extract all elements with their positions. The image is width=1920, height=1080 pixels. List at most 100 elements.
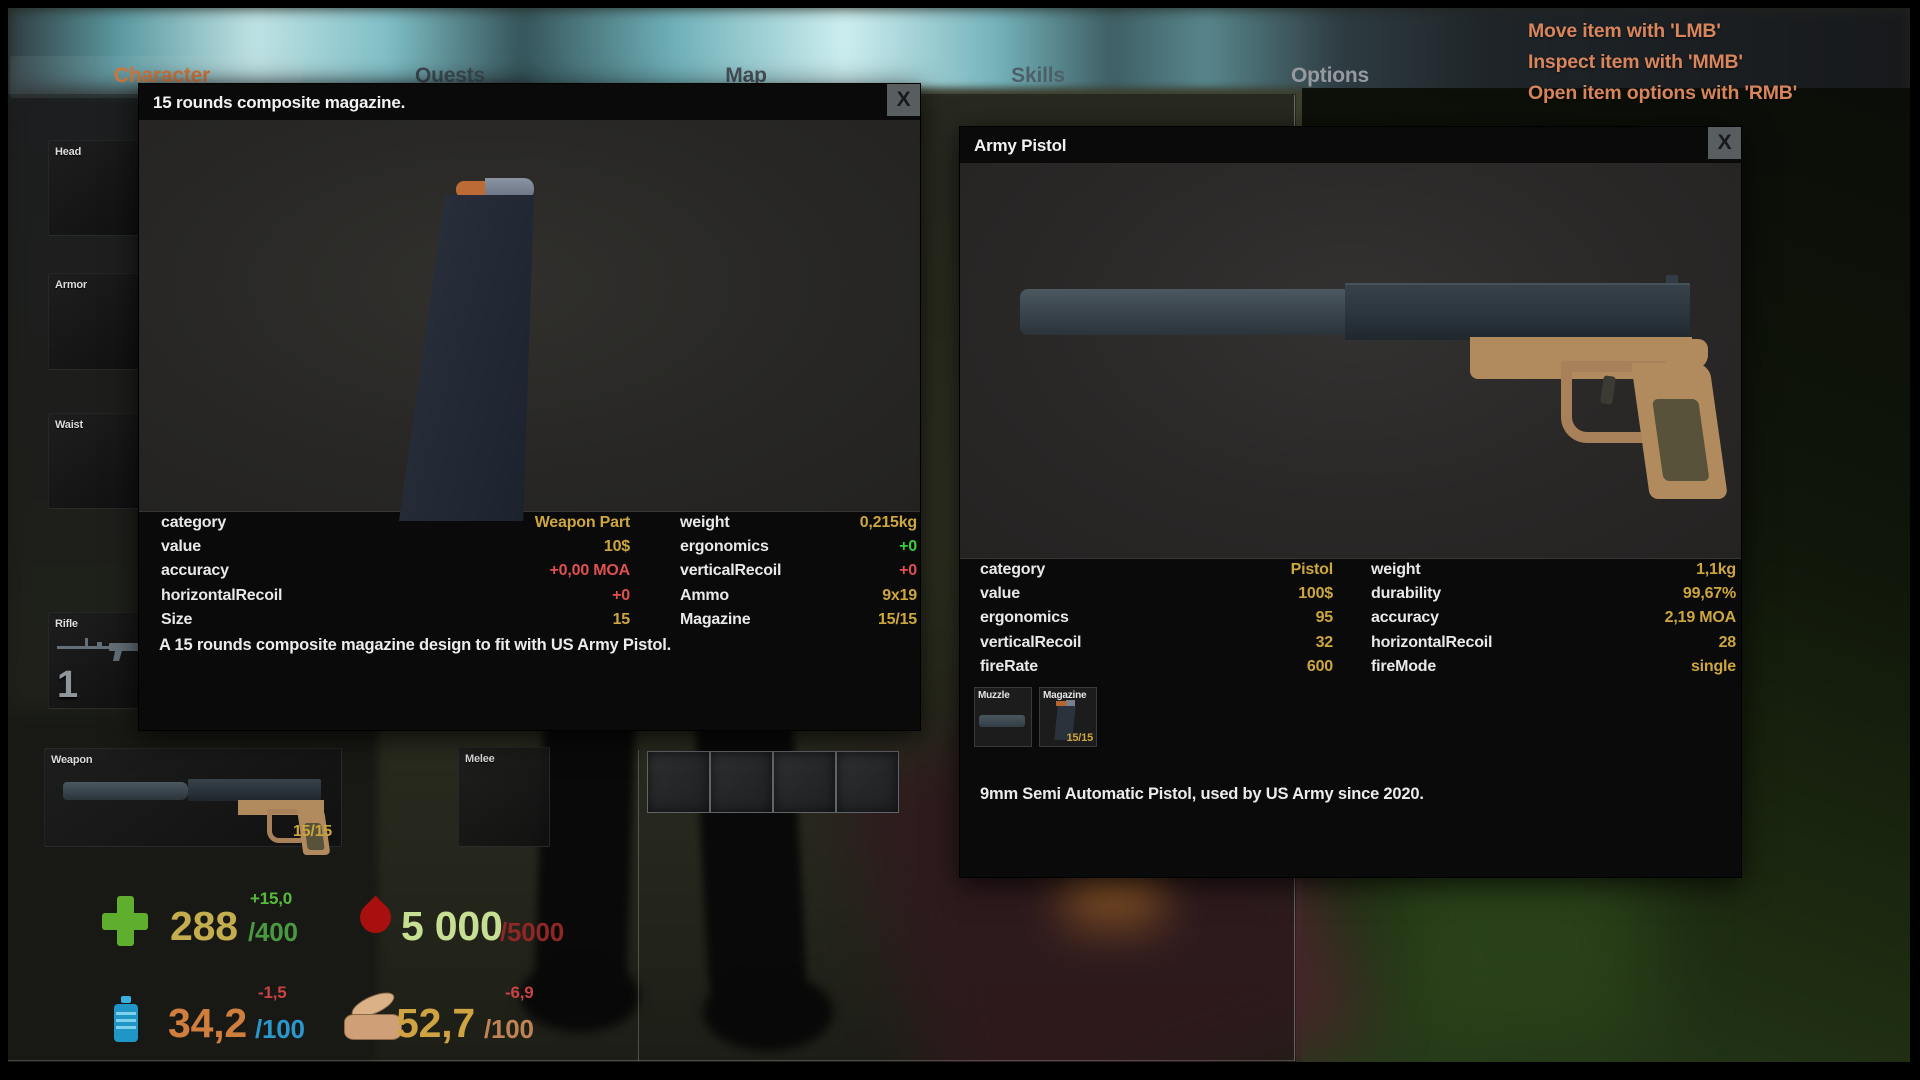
inventory-divider-vertical: [638, 750, 639, 1061]
can-body: [344, 1014, 402, 1040]
stat-value: +0: [612, 586, 630, 604]
stat-label: weight: [680, 514, 730, 532]
stat-value: Weapon Part: [534, 514, 631, 532]
suppressor-icon: [979, 715, 1025, 727]
inventory-slot[interactable]: [773, 751, 836, 813]
bottle-stripe: [116, 1026, 136, 1029]
character-foot-left: [520, 960, 640, 1032]
slot-label-rifle: Rifle: [55, 618, 78, 630]
tab-character[interactable]: Character: [113, 64, 211, 87]
attachment-magazine-count: 15/15: [1066, 732, 1093, 744]
stat-value: Pistol: [1290, 561, 1334, 579]
magazine-body-art: [399, 195, 534, 521]
inventory-hotbar: [647, 751, 899, 813]
bullet-casing: [485, 178, 534, 200]
water-bottle-icon: [114, 996, 138, 1042]
pistol-suppressor-mini: [63, 782, 188, 800]
blood-max: /5000: [500, 917, 565, 947]
tab-options[interactable]: Options: [1291, 64, 1369, 87]
stat-label: horizontalRecoil: [161, 586, 283, 604]
pistol-grip-panel-art: [1652, 399, 1710, 481]
tab-quests[interactable]: Quests: [415, 64, 485, 87]
stat-value: single: [1690, 657, 1736, 675]
stat-value: +0: [899, 562, 917, 580]
tab-map[interactable]: Map: [725, 64, 767, 87]
stat-value: 32: [1315, 633, 1334, 651]
energy-current: 52,7: [396, 1000, 475, 1046]
health-cross-icon: [102, 896, 148, 946]
magazine-popup-close-button[interactable]: X: [887, 84, 920, 116]
stat-label: category: [980, 561, 1046, 579]
hint-move-item: Move item with 'LMB': [1528, 20, 1721, 42]
stat-value: 2,19 MOA: [1664, 609, 1737, 627]
attachment-slot-magazine[interactable]: Magazine 15/15: [1039, 687, 1097, 747]
food-can-icon: [344, 987, 402, 1042]
hydration-max: /100: [255, 1014, 305, 1044]
stat-label: verticalRecoil: [680, 562, 782, 580]
pistol-stats-right: weight 1,1kg durability 99,67% accuracy 2,19 …: [1371, 558, 1736, 679]
stat-value: +0: [899, 538, 917, 556]
stat-value: 95: [1315, 609, 1334, 627]
stat-value: 1,1kg: [1696, 561, 1736, 579]
equipment-slot-melee[interactable]: Melee: [458, 747, 550, 847]
equipment-slot-rifle[interactable]: Rifle 1: [48, 612, 142, 709]
stat-label: accuracy: [161, 562, 229, 580]
pistol-stats-left: category Pistol value 100$ ergonomics 95 verti…: [980, 558, 1333, 679]
equipment-slot-armor[interactable]: Armor: [48, 273, 140, 370]
hint-inspect-item: Inspect item with 'MMB': [1528, 51, 1743, 73]
stat-label: accuracy: [1371, 609, 1439, 627]
inventory-slot[interactable]: [647, 751, 710, 813]
stat-value: 600: [1306, 657, 1333, 675]
magazine-inspect-popup: 15 rounds composite magazine. X category…: [138, 83, 921, 731]
bottle-cap: [121, 996, 131, 1003]
blood-current: 5 000: [401, 903, 503, 949]
health-change: +15,0: [250, 889, 293, 908]
stat-value: 100$: [1298, 585, 1333, 603]
pistol-popup-title: Army Pistol: [974, 136, 1067, 155]
bottle-body: [114, 1004, 138, 1042]
stat-label: Size: [161, 610, 193, 628]
inventory-slot[interactable]: [836, 751, 899, 813]
stat-label: value: [161, 538, 201, 556]
stat-value: 0,215kg: [859, 514, 918, 532]
attachment-slot-muzzle[interactable]: Muzzle: [974, 687, 1032, 747]
tab-skills[interactable]: Skills: [1011, 64, 1065, 87]
stat-label: ergonomics: [680, 538, 769, 556]
slot-label-head: Head: [55, 146, 82, 158]
pistol-inspect-popup: Army Pistol X category Pistol value 100$ erg…: [959, 126, 1742, 878]
magazine-stats-right: weight 0,215kg ergonomics +0 verticalRecoil +…: [680, 511, 917, 632]
equipment-slot-waist[interactable]: Waist: [48, 413, 140, 509]
stat-label: category: [161, 514, 227, 532]
stat-value: 10$: [603, 538, 630, 556]
pistol-rear-sight-art: [1666, 275, 1678, 284]
bullet-tip: [456, 181, 486, 198]
stat-value: 15/15: [877, 610, 917, 628]
slot-label-armor: Armor: [55, 279, 88, 291]
magazine-icon-bullet-case: [1066, 700, 1075, 706]
control-hints: Move item with 'LMB' Inspect item with '…: [1528, 16, 1797, 109]
slot-label-weapon: Weapon: [51, 754, 93, 766]
inventory-slot[interactable]: [710, 751, 773, 813]
pistol-suppressor-art: [1020, 289, 1347, 335]
character-foot-right: [703, 973, 833, 1051]
pistol-trigger-art: [1600, 375, 1616, 405]
energy-max: /100: [484, 1014, 534, 1044]
pistol-slide-mini: [188, 779, 321, 801]
magazine-icon-bullet-tip: [1056, 701, 1066, 706]
stat-value: 28: [1718, 633, 1737, 651]
hydration-change: -1,5: [258, 983, 287, 1002]
pistol-popup-close-button[interactable]: X: [1708, 127, 1741, 159]
hint-item-options: Open item options with 'RMB': [1528, 82, 1798, 104]
weapon-ammo-count: 15/15: [292, 823, 332, 840]
equipment-slot-head[interactable]: Head: [48, 140, 140, 236]
health-current: 288: [170, 903, 238, 949]
stat-value: 99,67%: [1682, 585, 1736, 603]
pistol-description: 9mm Semi Automatic Pistol, used by US Ar…: [980, 785, 1424, 803]
slot-label-waist: Waist: [55, 419, 83, 431]
pistol-item-display: [960, 163, 1741, 559]
stat-label: weight: [1371, 561, 1421, 579]
equipment-slot-weapon[interactable]: Weapon 15/15: [44, 748, 342, 855]
bottle-stripe: [116, 1019, 136, 1022]
stat-label: ergonomics: [980, 609, 1069, 627]
